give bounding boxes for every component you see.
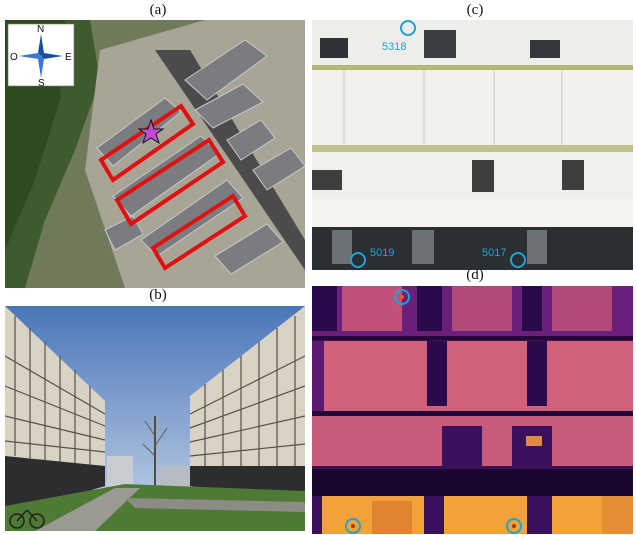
marker-circle-5017	[510, 252, 526, 268]
compass-west: O	[10, 52, 18, 63]
location-star-icon	[137, 118, 165, 145]
thermal-marker-5318	[394, 289, 410, 305]
thermal-marker-5017	[506, 518, 522, 534]
highlight-boxes	[98, 103, 248, 271]
compass-east: E	[65, 52, 72, 63]
thermal-marker-5019	[345, 518, 361, 534]
marker-label-5017: 5017	[482, 247, 506, 259]
facade-visual-image: 5318 5019 5017	[312, 20, 633, 270]
aerial-image: N S E O	[5, 20, 305, 288]
bicycle	[9, 509, 45, 529]
panel-label-d: (d)	[466, 267, 484, 283]
marker-circle-5318	[400, 20, 416, 36]
courtyard-photo	[5, 306, 305, 531]
panel-label-c: (c)	[466, 2, 484, 18]
panel-label-b: (b)	[149, 287, 167, 303]
marker-label-5318: 5318	[382, 41, 406, 53]
compass-north: N	[37, 24, 44, 35]
compass-south: S	[38, 78, 45, 89]
marker-label-5019: 5019	[370, 247, 394, 259]
panel-label-a: (a)	[149, 2, 167, 18]
marker-circle-5019	[350, 252, 366, 268]
thermal-image	[312, 286, 633, 534]
compass-icon: N S E O	[7, 23, 75, 89]
